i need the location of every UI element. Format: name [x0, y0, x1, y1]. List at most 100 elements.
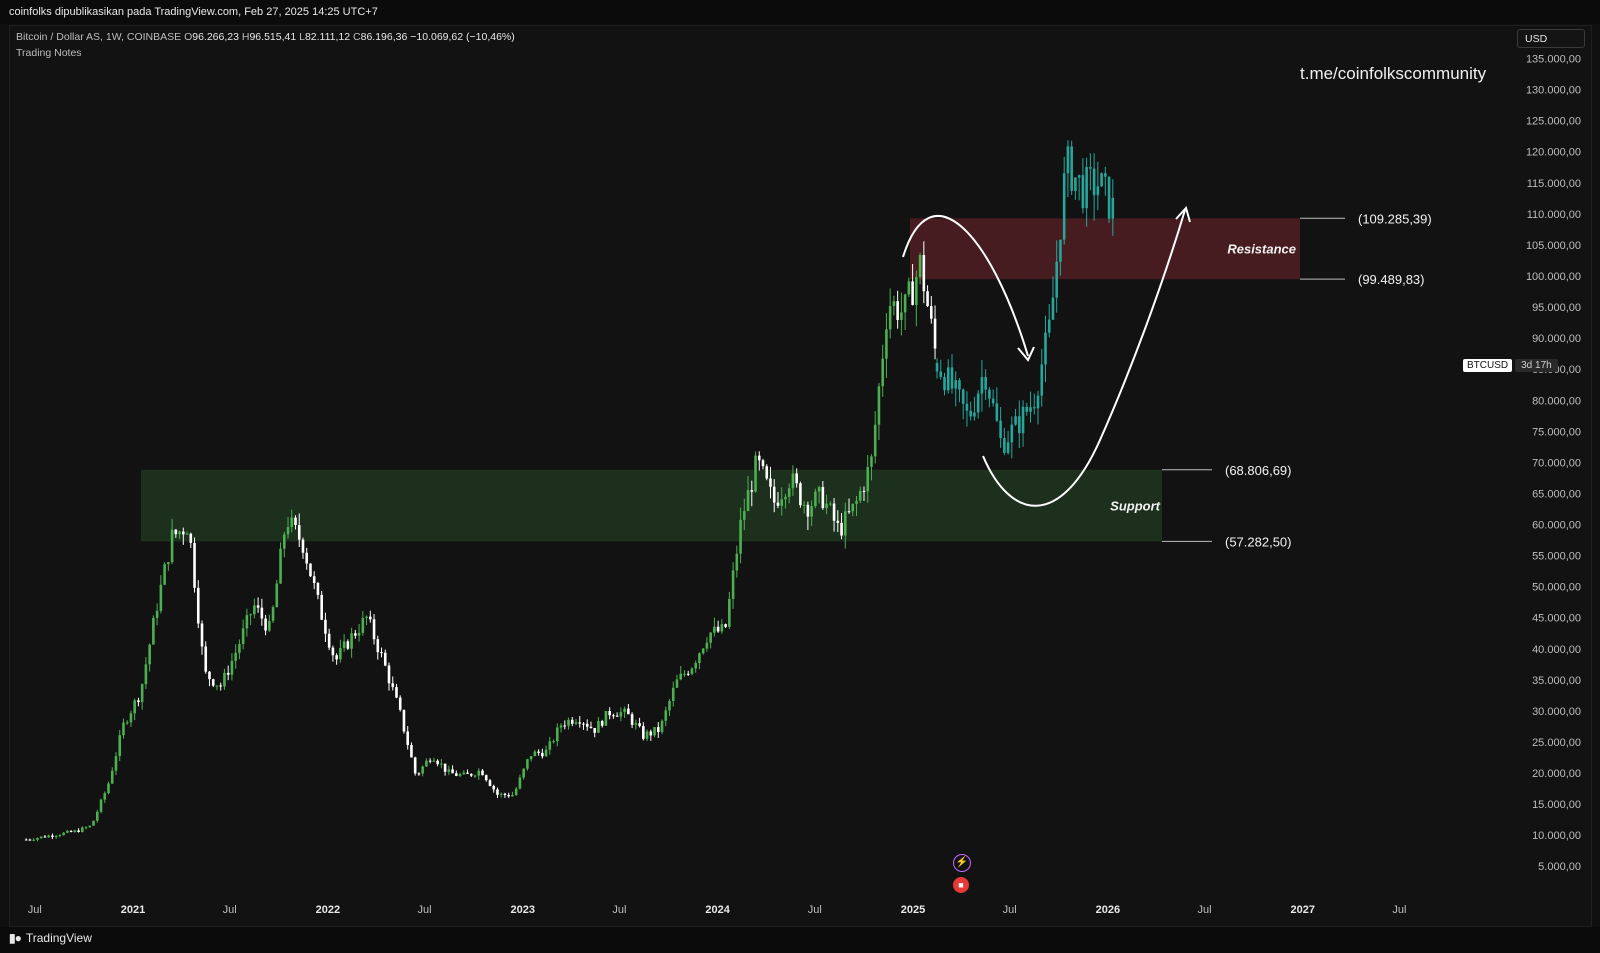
- candle-body: [511, 795, 514, 797]
- candle-body: [118, 735, 122, 757]
- candle-body: [791, 473, 795, 489]
- projection-bar: [1111, 197, 1115, 219]
- candle-body: [200, 623, 204, 647]
- candle-body: [380, 652, 383, 654]
- candle-body: [114, 756, 118, 771]
- candle-body: [159, 584, 163, 611]
- candle-body: [282, 534, 286, 549]
- projection-bar: [1010, 424, 1014, 443]
- candle-body: [615, 715, 619, 717]
- candle-body: [922, 255, 926, 292]
- candle-body: [671, 687, 675, 702]
- candle-body: [724, 624, 727, 627]
- candle-body: [43, 836, 47, 838]
- candle-body: [817, 487, 821, 492]
- candle-body: [653, 727, 656, 736]
- x-axis-tick-label: 2026: [1096, 904, 1120, 916]
- candle-body: [365, 616, 368, 618]
- y-axis-tick-label: 10.000,00: [1532, 830, 1581, 842]
- open-value: 96.266,23: [192, 31, 239, 43]
- candle-body: [324, 619, 327, 634]
- y-axis-tick-label: 120.000,00: [1526, 147, 1581, 159]
- symbol-tag: BTCUSD: [1463, 359, 1513, 372]
- projection-bar: [976, 393, 980, 413]
- candle-body: [122, 722, 125, 736]
- candle-body: [694, 662, 697, 669]
- candle-body: [440, 763, 443, 765]
- bar-countdown: 3d 17h: [1515, 359, 1558, 372]
- candle-body: [656, 727, 660, 733]
- arrow-up-path[interactable]: [982, 209, 1186, 507]
- tradingview-logo[interactable]: ▮● TradingView: [9, 931, 92, 945]
- projection-bar: [1089, 167, 1092, 169]
- candle-body: [473, 775, 477, 777]
- arrow-down-path[interactable]: [902, 215, 1029, 357]
- candle-body: [331, 647, 335, 656]
- projection-bar: [1032, 407, 1036, 409]
- candle-body: [810, 506, 813, 517]
- y-axis-tick-label: 75.000,00: [1532, 426, 1581, 438]
- candle-body: [743, 511, 746, 520]
- candle-body: [526, 759, 529, 769]
- candle-body: [481, 770, 484, 776]
- currency-selector[interactable]: USD: [1517, 29, 1585, 48]
- projection-bar: [1006, 442, 1010, 453]
- candle-body: [170, 529, 174, 563]
- candle-body: [825, 503, 828, 509]
- candle-body: [888, 306, 892, 330]
- candle-body: [522, 768, 525, 778]
- y-axis-tick-label: 130.000,00: [1526, 85, 1581, 97]
- x-axis-tick-label: 2024: [705, 904, 730, 916]
- zone-high-price-label: (109.285,39): [1358, 211, 1432, 226]
- candle-body: [858, 490, 862, 501]
- projection-bar: [954, 380, 958, 389]
- candle-body: [821, 487, 825, 509]
- candle-body: [750, 490, 754, 492]
- candle-body: [346, 641, 350, 649]
- x-axis-tick-label: 2025: [901, 904, 925, 916]
- candle-body: [107, 783, 110, 794]
- candle-body: [290, 517, 294, 528]
- candle-body: [642, 726, 645, 739]
- projection-bar: [1085, 167, 1088, 209]
- indicator-label[interactable]: Trading Notes: [16, 47, 82, 59]
- high-value: 96.515,41: [249, 31, 297, 43]
- candle-body: [757, 455, 761, 461]
- candle-body: [563, 725, 567, 727]
- candle-body: [462, 772, 466, 775]
- zone-label-support: Support: [1110, 499, 1160, 514]
- candle-body: [660, 720, 664, 733]
- candle-body: [372, 619, 376, 640]
- candle-body: [578, 722, 582, 724]
- candle-body: [28, 839, 32, 841]
- projection-bar: [961, 389, 965, 404]
- candle-body: [496, 789, 499, 795]
- candle-body: [619, 712, 623, 717]
- lightning-icon[interactable]: ⚡: [953, 854, 971, 872]
- candle-body: [705, 642, 709, 649]
- high-label: H: [241, 31, 250, 43]
- candle-body: [451, 769, 454, 774]
- candle-body: [772, 486, 776, 503]
- candle-body: [716, 626, 720, 632]
- x-axis-tick-label: 2021: [121, 904, 145, 916]
- candle-body: [66, 830, 69, 833]
- us-flag-icon[interactable]: ■: [953, 877, 969, 893]
- projection-bar: [1044, 332, 1047, 365]
- candle-body: [698, 653, 701, 663]
- candle-body: [600, 721, 604, 726]
- candle-body: [320, 594, 323, 620]
- candle-body: [933, 318, 937, 349]
- candle-body: [81, 827, 84, 832]
- candle-body: [930, 306, 933, 319]
- zone-low-price-label: (99.489,83): [1358, 272, 1425, 287]
- projection-bar: [1077, 175, 1081, 178]
- zone-support[interactable]: [141, 469, 1162, 542]
- projection-bar: [1092, 168, 1096, 196]
- candle-body: [189, 533, 193, 543]
- candle-body: [746, 490, 750, 512]
- candle-body: [54, 836, 58, 838]
- candle-body: [432, 760, 436, 762]
- zone-resistance[interactable]: [910, 218, 1300, 280]
